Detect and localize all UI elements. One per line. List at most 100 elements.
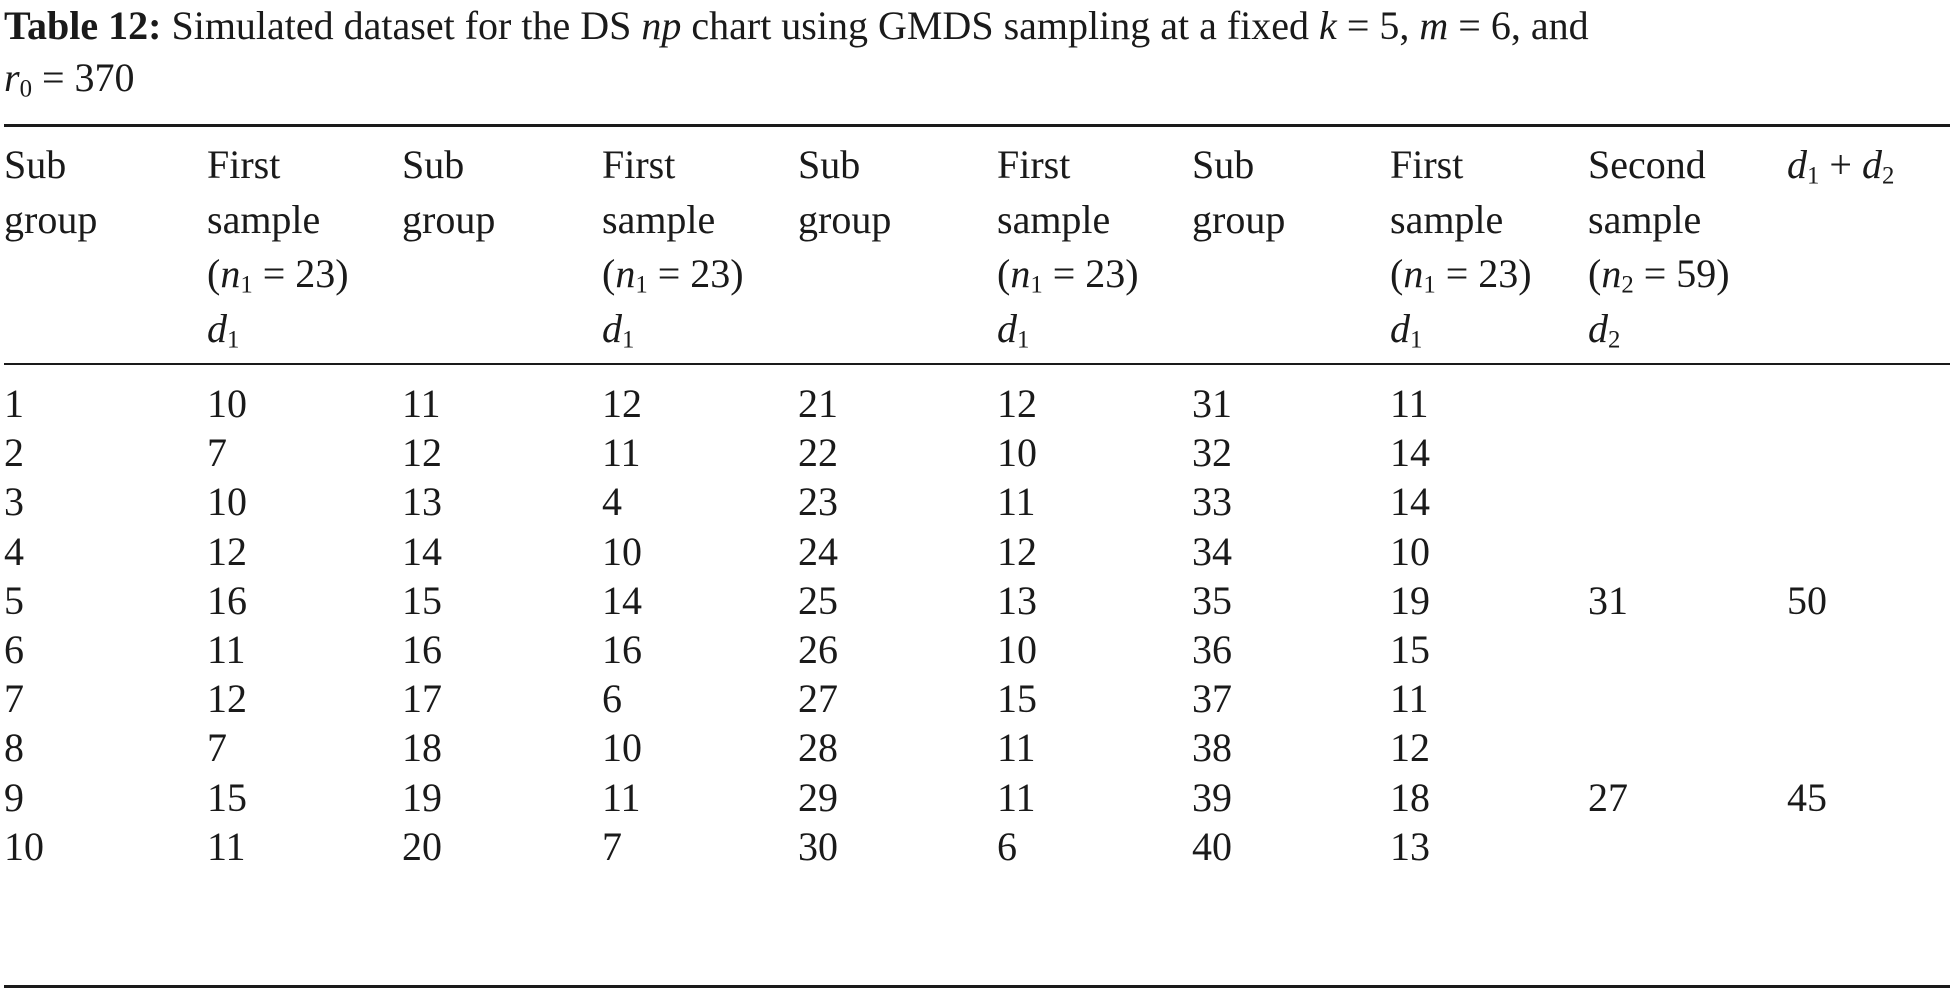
header-line: (n1 = 23)	[207, 247, 349, 302]
table-cell: 38	[1192, 725, 1232, 771]
header-d1-sub: 1	[227, 325, 240, 353]
table-caption: Table 12: Simulated dataset for the DS n…	[4, 0, 1950, 104]
header-subgroup-line2: group	[402, 196, 496, 242]
header-line: d1	[997, 302, 1139, 357]
header-d1-sub: 1	[1410, 325, 1423, 353]
header-line: d1 + d2	[1787, 138, 1894, 193]
table-cell: 11	[1390, 381, 1429, 426]
header-line: d1	[602, 302, 744, 357]
table-cell: 27	[1588, 774, 1628, 820]
table-cell: 12	[207, 528, 247, 574]
header-first-sample-2: First sample (n1 = 23) d1	[602, 138, 744, 356]
header-subgroup-line2: group	[798, 196, 892, 242]
table-cell: 31	[1588, 577, 1628, 623]
table-cell: 31	[1192, 381, 1232, 426]
header-d1-var: d	[602, 305, 622, 351]
header-sum-d2: d	[1861, 142, 1882, 187]
caption-k-var: k	[1319, 3, 1337, 48]
table-cell: 10	[997, 627, 1037, 672]
table-cell: 11	[207, 627, 246, 672]
table-cell: 3	[4, 479, 24, 525]
header-first-line1: First	[207, 142, 281, 187]
header-n1-sub: 1	[635, 271, 648, 299]
table-cell: 15	[207, 774, 247, 820]
header-first-line2: sample	[1390, 196, 1504, 242]
table-cell: 12	[1390, 725, 1430, 771]
header-line: group	[402, 193, 495, 248]
table-cell: 18	[1390, 774, 1430, 820]
header-n1-var: n	[1403, 251, 1424, 296]
header-subgroup-3: Sub group	[798, 138, 891, 247]
header-sum: d1 + d2	[1787, 138, 1894, 193]
table-cell: 12	[997, 528, 1037, 574]
header-n1-open: (	[997, 251, 1011, 296]
header-line: sample	[1588, 193, 1730, 248]
caption-k-val: = 5,	[1346, 3, 1410, 48]
table-cell: 12	[402, 430, 442, 476]
header-line: sample	[997, 193, 1139, 248]
header-first-line2: sample	[997, 196, 1111, 242]
header-second-sample: Second sample (n2 = 59) d2	[1588, 138, 1730, 356]
header-subgroup-line2: group	[1192, 196, 1286, 242]
table-cell: 18	[402, 725, 442, 771]
table-cell: 27	[798, 676, 838, 722]
header-subgroup-4: Sub group	[1192, 138, 1285, 247]
header-subgroup-line1: Sub	[4, 142, 67, 187]
table-cell: 7	[207, 430, 227, 476]
table-cell: 10	[4, 823, 44, 869]
table-cell: 2	[4, 430, 24, 476]
table-cell: 19	[1390, 577, 1430, 623]
header-n1-var: n	[615, 251, 636, 296]
table-cell: 8	[4, 725, 24, 771]
header-d1-var: d	[1390, 305, 1410, 351]
table-cell: 13	[1390, 823, 1430, 869]
table-cell: 12	[997, 381, 1037, 426]
table-cell: 15	[1390, 627, 1430, 672]
table-cell: 14	[1390, 430, 1430, 476]
header-second-line1: Second	[1588, 142, 1706, 187]
header-line: Sub	[402, 138, 495, 193]
table-cell: 17	[402, 676, 442, 722]
table-cell: 14	[1390, 479, 1430, 525]
header-subgroup-line1: Sub	[798, 142, 861, 187]
header-line: Sub	[798, 138, 891, 193]
header-sum-d1: d	[1787, 142, 1807, 187]
header-line: sample	[1390, 193, 1532, 248]
table-cell: 12	[602, 381, 642, 426]
header-n2-sub: 2	[1621, 271, 1634, 299]
table-cell: 13	[402, 479, 442, 525]
table-cell: 13	[997, 577, 1037, 623]
table-cell: 36	[1192, 627, 1232, 672]
header-line: d2	[1588, 302, 1730, 357]
header-d2-var: d	[1588, 305, 1608, 351]
table-cell: 45	[1787, 774, 1827, 820]
header-line: (n1 = 23)	[997, 247, 1139, 302]
table-cell: 26	[798, 627, 838, 672]
table-cell: 11	[997, 725, 1036, 771]
header-line: group	[4, 193, 97, 248]
caption-text-1: Simulated dataset for the DS	[171, 3, 632, 48]
header-first-sample-1: First sample (n1 = 23) d1	[207, 138, 349, 356]
table-cell: 14	[402, 528, 442, 574]
header-line: group	[1192, 193, 1285, 248]
header-subgroup-1: Sub group	[4, 138, 97, 247]
table-cell: 10	[1390, 528, 1430, 574]
table-cell: 12	[207, 676, 247, 722]
header-n1-var: n	[220, 251, 241, 296]
header-subgroup-line1: Sub	[402, 142, 465, 187]
table-cell: 24	[798, 528, 838, 574]
header-line: sample	[207, 193, 349, 248]
header-n2-open: (	[1588, 251, 1602, 296]
header-line: First	[602, 138, 744, 193]
header-n1-sub: 1	[240, 271, 253, 299]
table-cell: 19	[402, 774, 442, 820]
table-cell: 34	[1192, 528, 1232, 574]
header-d2-sub: 2	[1608, 325, 1621, 353]
table-cell: 6	[4, 627, 24, 672]
table-cell: 21	[798, 381, 838, 426]
table-cell: 11	[602, 774, 641, 820]
header-n1-close: = 23)	[647, 251, 744, 296]
table-cell: 39	[1192, 774, 1232, 820]
header-d1-var: d	[207, 305, 227, 351]
header-first-line1: First	[997, 142, 1071, 187]
